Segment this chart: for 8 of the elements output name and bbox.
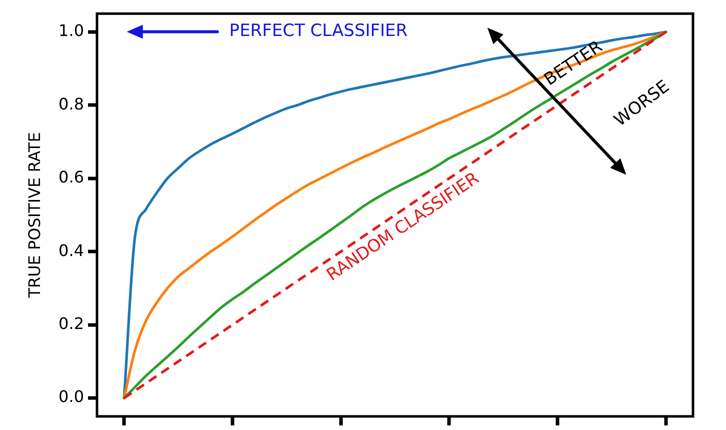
annotation: PERFECT CLASSIFIER	[229, 21, 408, 42]
y-tick-label: 0.2	[58, 314, 84, 334]
y-tick-label: 1.0	[58, 21, 84, 40]
y-tick-label: 0.4	[58, 240, 84, 260]
y-axis-title: TRUE POSITIVE RATE	[24, 132, 44, 299]
y-tick-label: 0.8	[58, 94, 84, 114]
y-tick-label: 0.6	[58, 168, 84, 187]
y-tick-label: 0.0	[58, 387, 84, 406]
